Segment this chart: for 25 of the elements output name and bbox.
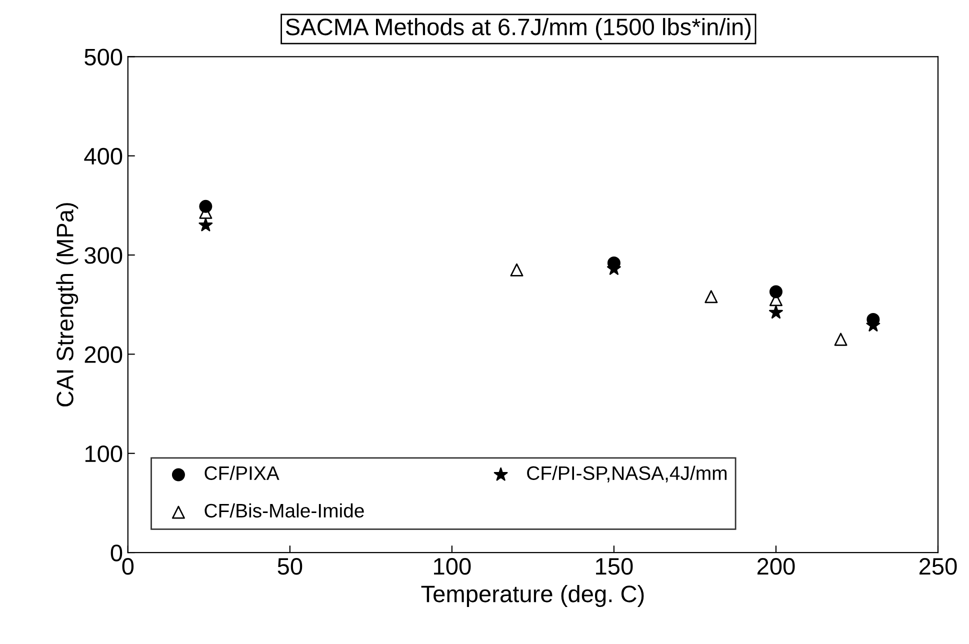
x-tick-label: 100 (434, 558, 471, 575)
y-axis-title: CAI Strength (MPa) (56, 203, 78, 406)
y-tick-label: 200 (84, 346, 122, 363)
x-tick-label: 0 (122, 558, 134, 575)
x-axis-title: Temperature (deg. C) (421, 584, 644, 607)
x-tick-label: 200 (757, 558, 795, 575)
y-tick-label: 300 (84, 247, 122, 264)
point (510, 263, 524, 276)
y-tick-label: 500 (84, 48, 122, 66)
y-tick-label: 400 (84, 148, 122, 165)
y-tick-label: 0 (110, 544, 122, 562)
point (199, 200, 212, 213)
point (834, 332, 848, 346)
chart-title: SACMA Methods at 6.7J/mm (1500 lbs*in/in) (286, 18, 751, 40)
legend-label: CF/Bis-Male-Imide (204, 503, 364, 518)
legend-label: CF/PI-SP,NASA,4J/mm (527, 466, 727, 482)
x-tick-label: 150 (596, 558, 633, 575)
x-tick-label: 250 (919, 558, 957, 575)
point (769, 285, 782, 298)
y-tick-label: 100 (85, 445, 122, 462)
point (769, 305, 783, 319)
point (704, 290, 718, 304)
point (198, 218, 213, 232)
legend-label: CF/PIXA (204, 466, 280, 480)
x-tick-label: 50 (278, 558, 302, 575)
